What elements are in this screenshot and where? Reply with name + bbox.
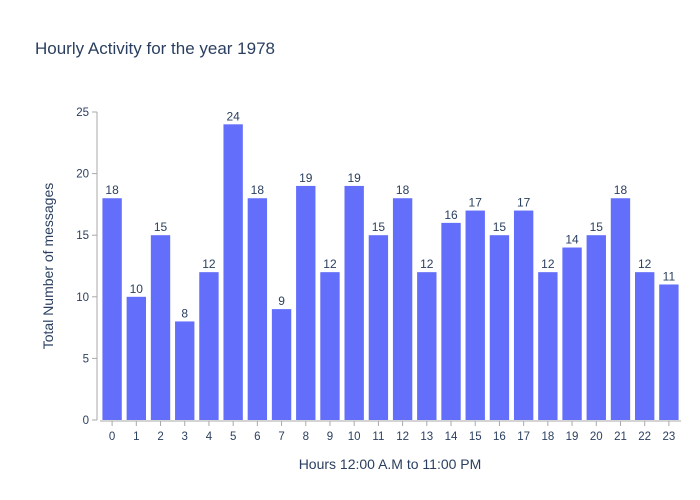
bar-value-label: 19 xyxy=(299,171,313,185)
x-tick-label: 0 xyxy=(109,431,115,443)
bar-hour-21 xyxy=(610,198,631,420)
bar-value-label: 17 xyxy=(517,196,531,210)
x-tick-label: 11 xyxy=(372,431,384,443)
x-tick-label: 20 xyxy=(590,431,603,443)
y-tick-label: 25 xyxy=(76,107,89,119)
x-tick-label: 15 xyxy=(469,431,482,443)
x-tick-label: 2 xyxy=(157,431,163,443)
bar-hour-3 xyxy=(175,321,195,420)
bar-hour-8 xyxy=(296,185,316,420)
bar-value-label: 19 xyxy=(348,171,362,185)
bar-hour-13 xyxy=(417,272,437,420)
bar-value-label: 9 xyxy=(278,294,285,308)
x-tick-label: 23 xyxy=(662,431,675,443)
x-tick-label: 7 xyxy=(278,431,284,443)
bar-value-label: 12 xyxy=(420,257,434,271)
bar-hour-17 xyxy=(513,210,534,420)
bar-hour-20 xyxy=(586,235,606,420)
chart-title: Hourly Activity for the year 1978 xyxy=(35,39,275,58)
x-tick-label: 19 xyxy=(566,431,579,443)
y-tick-label: 10 xyxy=(76,292,89,304)
y-tick-label: 20 xyxy=(76,169,89,181)
bar-labels: 18 10 15 8 12 24 18 9 19 12 19 15 18 12 16 17 15 17 12 14 15… xyxy=(105,109,675,320)
bar-hour-10 xyxy=(344,185,364,420)
y-axis: 0 5 10 15 20 25 xyxy=(76,107,98,427)
y-tick-label: 15 xyxy=(76,230,89,242)
x-tick-label: 9 xyxy=(327,431,333,443)
bar-hour-22 xyxy=(635,272,655,420)
bar-value-label: 15 xyxy=(154,220,168,234)
y-axis-title: Total Number of messages xyxy=(40,183,56,350)
bar-value-label: 16 xyxy=(444,208,458,222)
bar-value-label: 18 xyxy=(105,183,119,197)
bar-value-label: 18 xyxy=(251,183,265,197)
x-tick-label: 12 xyxy=(396,431,409,443)
x-tick-label: 14 xyxy=(445,431,458,443)
x-tick-label: 22 xyxy=(638,431,651,443)
bar-hour-11 xyxy=(368,235,389,420)
bar-hour-7 xyxy=(271,309,292,420)
bar-hour-15 xyxy=(465,210,485,420)
bar-hour-1 xyxy=(126,296,146,420)
y-tick-label: 0 xyxy=(83,415,89,427)
x-tick-label: 10 xyxy=(348,431,361,443)
bars xyxy=(102,124,679,420)
bar-value-label: 10 xyxy=(130,282,144,296)
x-tick-label: 6 xyxy=(254,431,260,443)
bar-value-label: 12 xyxy=(541,257,555,271)
bar-value-label: 15 xyxy=(493,220,507,234)
bar-hour-0 xyxy=(102,198,122,420)
bar-value-label: 14 xyxy=(565,233,579,247)
bar-value-label: 18 xyxy=(614,183,628,197)
bar-hour-9 xyxy=(320,272,340,420)
x-tick-label: 17 xyxy=(517,431,530,443)
x-tick-label: 5 xyxy=(230,431,236,443)
bar-value-label: 15 xyxy=(590,220,604,234)
bar-value-label: 24 xyxy=(226,109,240,123)
bar-value-label: 15 xyxy=(372,220,386,234)
bar-value-label: 17 xyxy=(469,196,483,210)
x-axis: 0 1 2 3 4 5 6 7 8 9 10 11 12 13 14 15 16 17 18 19 20 21 22 23 xyxy=(100,420,681,443)
x-tick-label: 13 xyxy=(420,431,433,443)
bar-hour-16 xyxy=(489,235,510,420)
bar-hour-19 xyxy=(562,247,582,420)
x-tick-label: 18 xyxy=(541,431,554,443)
bar-value-label: 11 xyxy=(663,269,676,283)
x-tick-label: 1 xyxy=(133,431,139,443)
x-tick-label: 3 xyxy=(182,431,188,443)
bar-value-label: 12 xyxy=(323,257,337,271)
x-tick-label: 16 xyxy=(493,431,506,443)
bar-hour-18 xyxy=(538,272,558,420)
bar-hour-12 xyxy=(392,198,413,420)
bar-hour-6 xyxy=(247,198,268,420)
bar-hour-2 xyxy=(150,235,171,420)
bar-hour-23 xyxy=(659,284,679,420)
x-tick-label: 8 xyxy=(303,431,309,443)
bar-value-label: 12 xyxy=(638,257,652,271)
y-tick-label: 5 xyxy=(83,353,89,365)
x-tick-label: 21 xyxy=(614,431,627,443)
bar-hour-14 xyxy=(441,222,461,420)
bar-value-label: 18 xyxy=(396,183,410,197)
bar-value-label: 8 xyxy=(181,306,188,320)
bar-hour-4 xyxy=(199,272,219,420)
x-tick-label: 4 xyxy=(206,431,213,443)
bar-hour-5 xyxy=(223,124,243,420)
bar-value-label: 12 xyxy=(202,257,216,271)
x-axis-title: Hours 12:00 A.M to 11:00 PM xyxy=(299,456,482,472)
